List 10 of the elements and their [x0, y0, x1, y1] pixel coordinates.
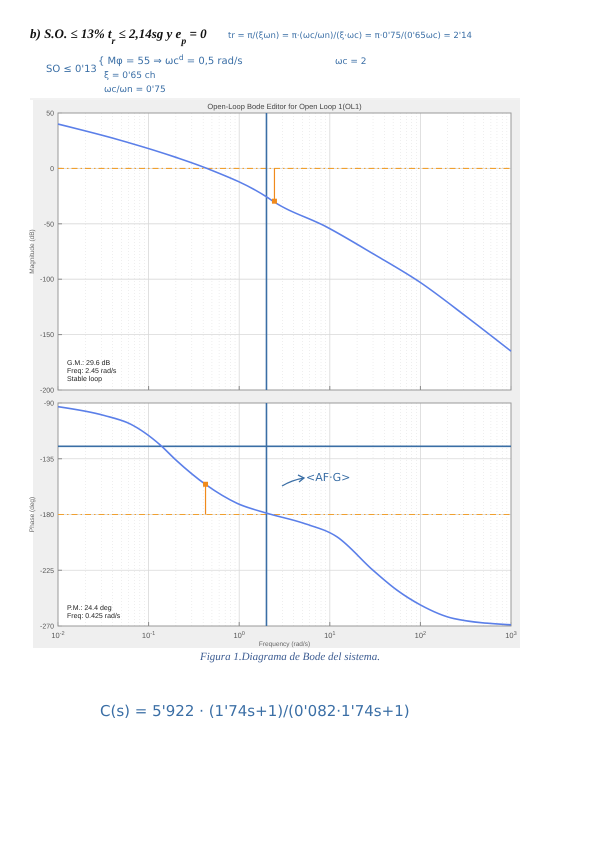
- annotation: <AF·G>: [306, 471, 350, 484]
- text: tr = π/(ξωn) = π·(ωc/ωn)/(ξ·ωc) = π·0'75/(0'65ωc) = 2'14: [228, 31, 472, 41]
- text: ωc/ωn = 0'75: [104, 85, 166, 95]
- text: { Mφ = 55 ⇒ ωc$^{d}$ = 0,5 rad/s: [98, 52, 243, 67]
- text: ξ = 0'65 ch: [104, 71, 156, 81]
- text: Figura 1.Diagrama de Bode del sistema.: [199, 651, 380, 663]
- text: SO ≤ 0'13: [46, 64, 97, 75]
- text: b) S.O. ≤ 13% t$_{r}$ ≤ 2,14sg y e$_{p}$ = 0: [30, 26, 208, 46]
- text: C(s) = 5'922 · (1'74s+1)/(0'082·1'74s+1): [100, 702, 410, 720]
- text: ωc = 2: [335, 57, 366, 67]
